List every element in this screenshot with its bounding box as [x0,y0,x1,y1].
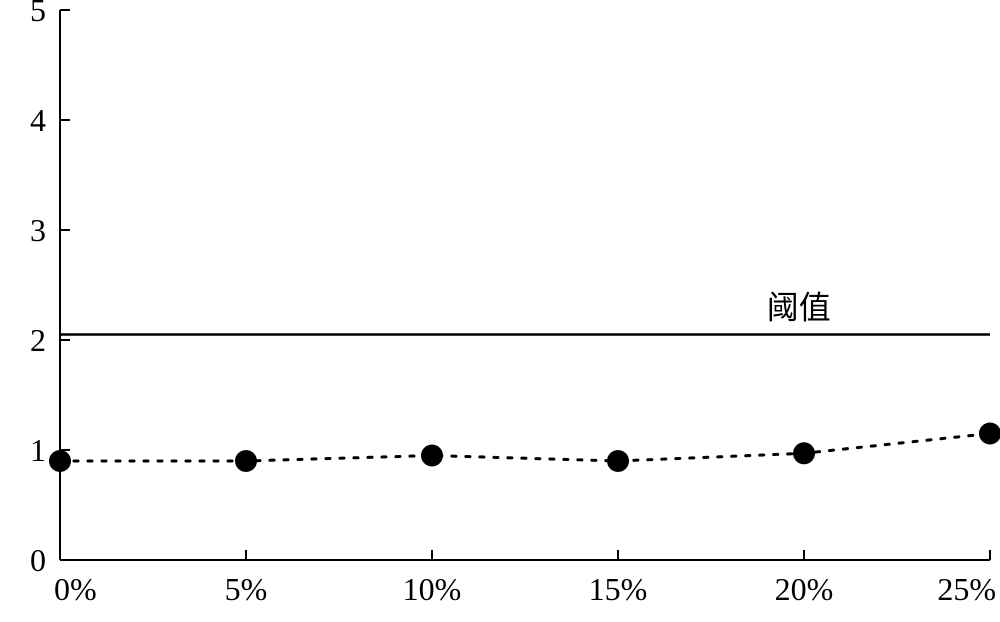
y-tick-label: 0 [30,542,46,578]
y-tick-label: 1 [30,432,46,468]
y-tick-label: 3 [30,212,46,248]
data-point [235,450,257,472]
y-tick-label: 4 [30,102,46,138]
threshold-label: 阈值 [767,290,831,326]
x-tick-label: 25% [937,571,996,607]
x-tick-label: 10% [403,571,462,607]
data-point [793,442,815,464]
data-point [421,445,443,467]
x-tick-label: 20% [775,571,834,607]
data-point [979,423,1000,445]
x-tick-label: 0% [54,571,97,607]
threshold-chart: 0 1 2 3 4 5 0% 5% 10% 15% 20% 25% 阈值 [0,0,1000,622]
data-point [49,450,71,472]
x-tick-label: 5% [225,571,268,607]
y-tick-label: 5 [30,0,46,28]
chart-svg: 0 1 2 3 4 5 0% 5% 10% 15% 20% 25% 阈值 [0,0,1000,622]
y-tick-label: 2 [30,322,46,358]
data-point [607,450,629,472]
x-tick-label: 15% [589,571,648,607]
data-series-line [60,434,990,462]
